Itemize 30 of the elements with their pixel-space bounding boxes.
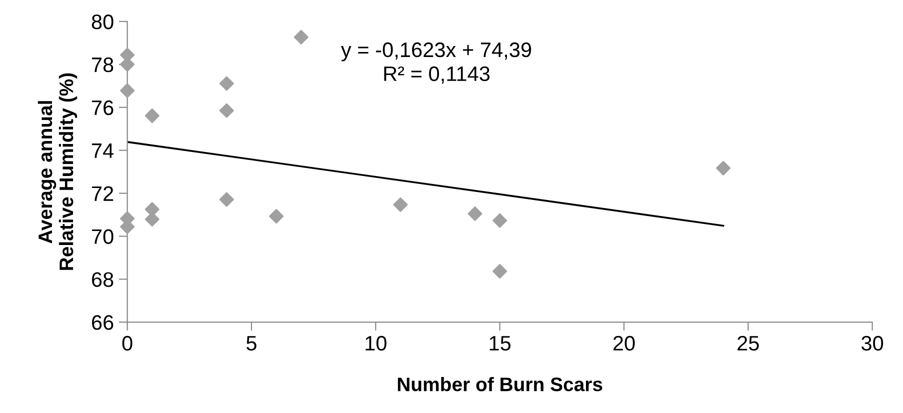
x-tick-label: 5 [246,336,256,351]
point [120,83,135,98]
point [269,208,284,224]
point [219,192,234,207]
y-tick-label: 72 [92,186,114,201]
x-tick-label: 30 [862,336,884,351]
x-tick-label: 20 [613,336,635,351]
x-tick-label: 10 [366,336,386,351]
y-tick-label: 76 [92,100,114,116]
y-tick-label: 74 [92,144,114,158]
point [468,206,482,221]
point [294,30,308,44]
x-tick-label: 25 [738,336,759,351]
y-tick-label: 66 [92,315,114,330]
y-tick-label: 80 [92,14,114,30]
point [716,160,731,176]
x-tick-label: 0 [122,336,132,351]
x-axis-title: Number of Burn Scars [398,376,602,392]
point [219,76,234,91]
point [144,108,160,124]
x-tick-label: 15 [490,336,511,351]
point [219,103,234,118]
point [492,264,508,279]
y-tick-label: 68 [92,272,114,287]
annotation: y = -0,1623x + 74,39 R² = 0,1143 [340,42,532,84]
point [492,213,508,228]
point [393,197,408,212]
y-axis-title: Average annual Relative Humidity (%) [38,73,78,270]
y-tick-label: 78 [92,57,114,72]
y-tick-label: 70 [92,229,114,244]
